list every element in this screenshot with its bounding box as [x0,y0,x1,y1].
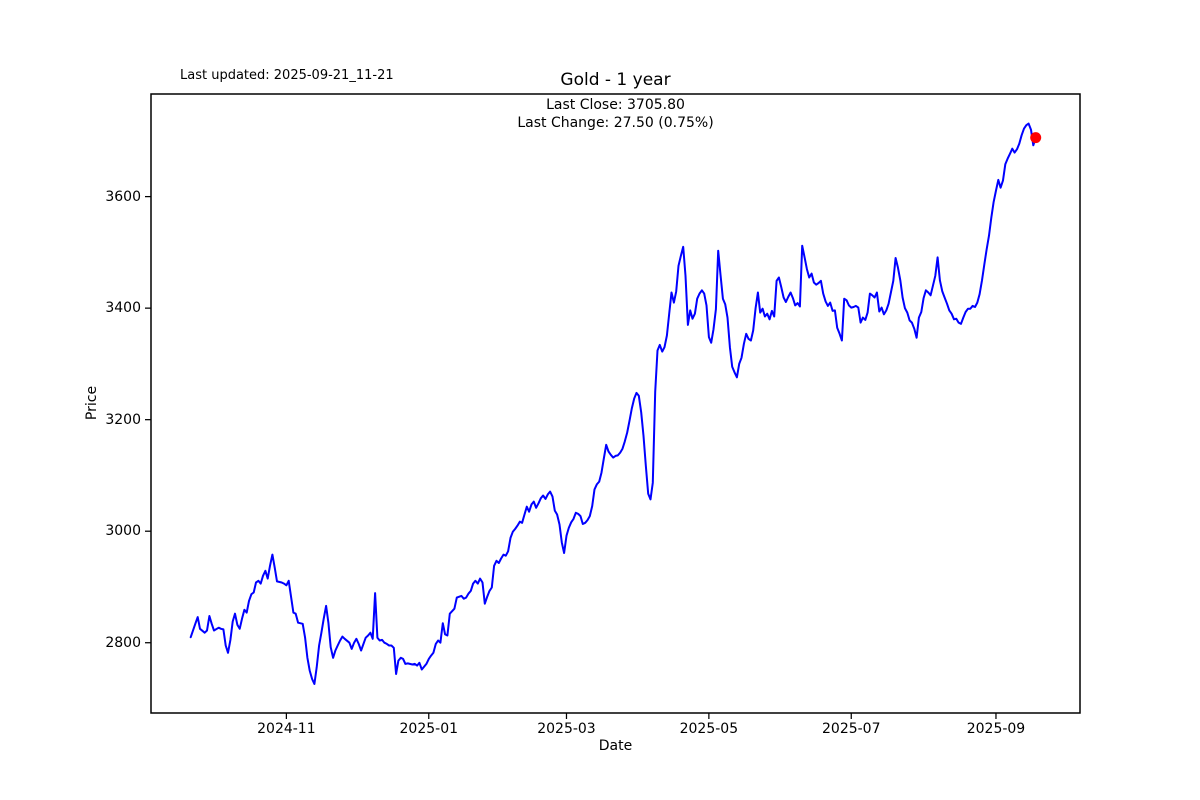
price-line-series [189,122,1037,685]
annotation-last-close: Last Close: 3705.80 [546,97,685,113]
y-tick-label: 2800 [105,634,141,651]
x-tick-label: 2025-07 [822,721,881,737]
x-tick-label: 2025-01 [399,721,459,737]
last-close-marker [1030,132,1042,144]
x-axis-tick-marks [285,713,997,719]
x-tick-label: 2025-05 [679,721,739,737]
y-tick-label: 3400 [105,300,141,317]
y-axis-tick-marks [145,195,151,644]
axes-border [150,93,1081,714]
x-tick-label: 2024-11 [257,721,316,737]
y-tick-label: 3000 [105,523,141,540]
annotation-last-change: Last Change: 27.50 (0.75%) [517,115,714,131]
chart-title: Gold - 1 year [560,70,671,90]
y-tick-label: 3600 [105,188,141,205]
y-axis-label: Price [84,385,100,421]
x-tick-label: 2025-03 [537,721,596,737]
x-tick-label: 2025-09 [966,721,1026,737]
chart-annotation: Last Close: 3705.80 Last Change: 27.50 (… [151,96,1080,132]
y-tick-label: 3200 [105,411,141,428]
x-axis-label: Date [598,738,633,754]
last-updated-text: Last updated: 2025-09-21_11-21 [180,68,394,83]
